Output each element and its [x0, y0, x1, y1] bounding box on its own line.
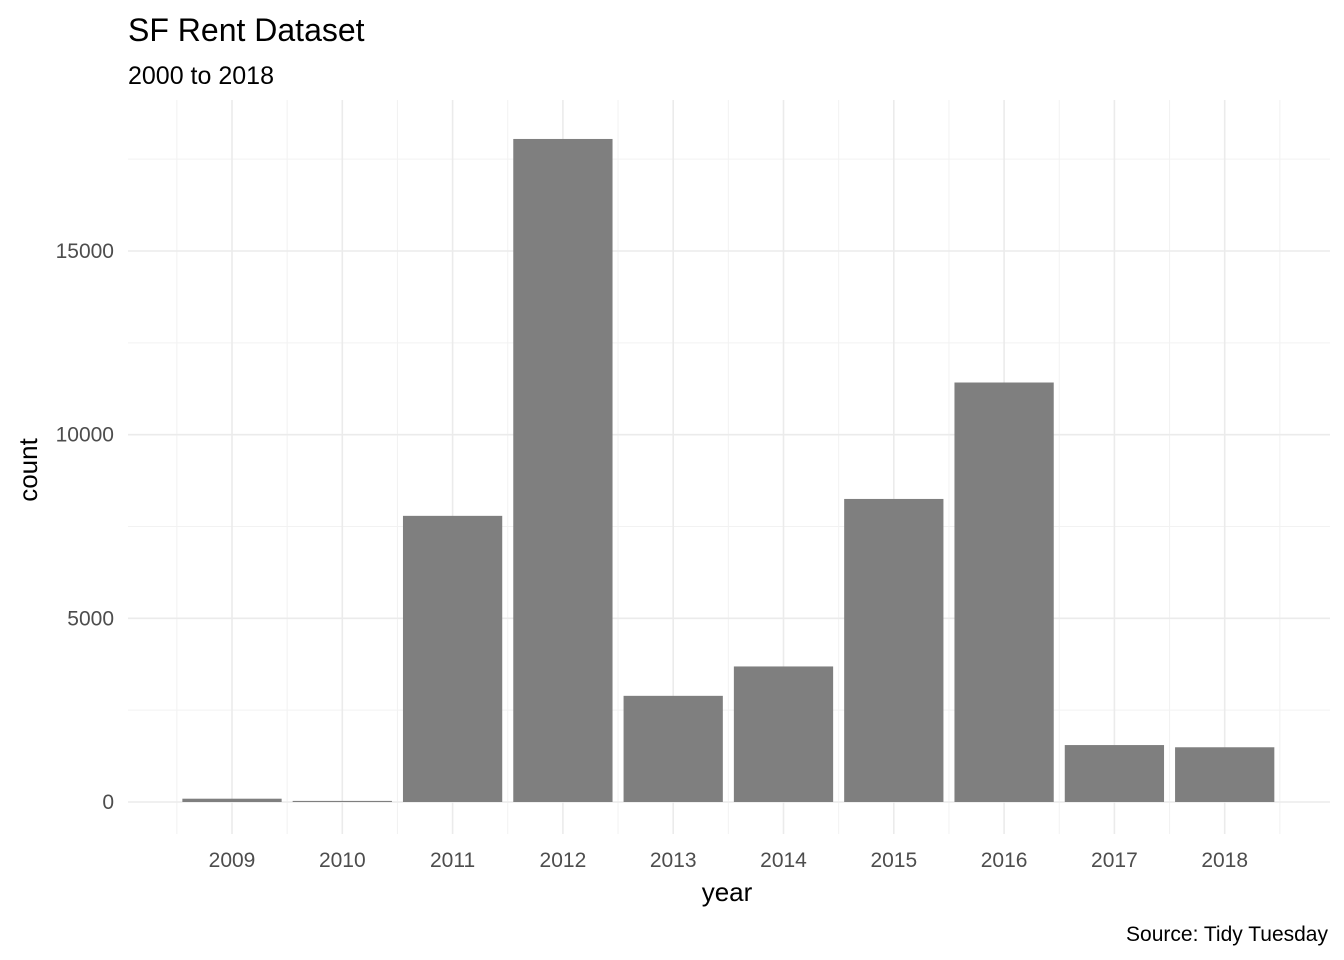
- y-tick-label: 10000: [56, 424, 114, 447]
- x-tick-label: 2011: [430, 849, 475, 872]
- bar-2010: [292, 800, 392, 802]
- x-tick-label: 2012: [540, 849, 587, 872]
- bar-2012: [513, 138, 613, 803]
- y-axis-title: count: [13, 437, 43, 501]
- bar-2015: [844, 498, 944, 802]
- grid: [128, 100, 1330, 834]
- bars: [182, 138, 1275, 803]
- y-tick-label: 0: [102, 791, 114, 814]
- y-tick-label: 5000: [67, 607, 114, 630]
- bar-2017: [1064, 745, 1165, 802]
- y-tick-label: 15000: [56, 240, 114, 263]
- y-axis-ticks: 0 5000 10000 15000: [56, 240, 114, 814]
- bar-2013: [623, 695, 723, 802]
- bar-2011: [402, 515, 503, 802]
- x-axis-title: year: [702, 877, 753, 907]
- x-tick-label: 2010: [319, 849, 366, 872]
- x-tick-label: 2014: [760, 849, 807, 872]
- x-tick-label: 2009: [209, 849, 256, 872]
- x-tick-label: 2013: [650, 849, 697, 872]
- chart-title: SF Rent Dataset: [128, 12, 365, 48]
- bar-2009: [182, 798, 282, 802]
- bar-2016: [954, 382, 1054, 802]
- x-tick-label: 2017: [1091, 849, 1138, 872]
- chart-caption: Source: Tidy Tuesday: [1126, 923, 1328, 946]
- bar-2018: [1175, 747, 1275, 802]
- x-axis-ticks: 2009 2010 2011 2012 2013 2014 2015 2016 2017 2018: [209, 849, 1248, 872]
- bar-2014: [733, 666, 834, 802]
- chart-subtitle: 2000 to 2018: [128, 62, 274, 90]
- x-tick-label: 2018: [1201, 849, 1248, 872]
- x-tick-label: 2016: [981, 849, 1028, 872]
- x-tick-label: 2015: [870, 849, 917, 872]
